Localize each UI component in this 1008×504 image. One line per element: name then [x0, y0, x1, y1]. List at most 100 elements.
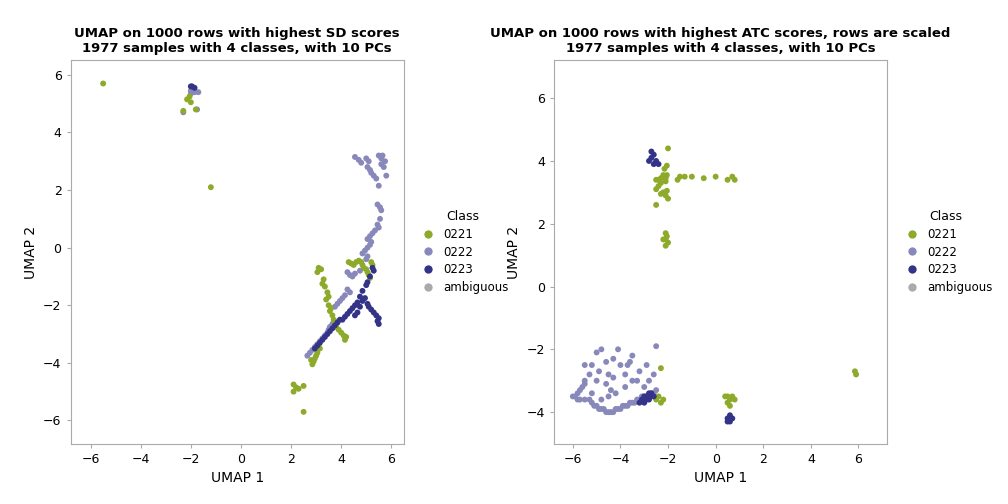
Point — [330, 319, 346, 327]
Point — [568, 393, 584, 401]
Point — [363, 258, 379, 266]
Point — [577, 396, 593, 404]
Point — [309, 349, 326, 357]
Point — [646, 151, 662, 159]
Point — [360, 300, 376, 308]
Point — [350, 298, 366, 306]
Point — [575, 383, 591, 391]
Point — [371, 182, 387, 190]
Point — [643, 148, 659, 156]
Point — [347, 311, 363, 320]
Point — [648, 201, 664, 209]
Point — [342, 307, 358, 315]
Point — [617, 383, 633, 391]
Point — [311, 337, 328, 345]
Point — [345, 304, 361, 312]
Point — [308, 352, 325, 360]
Point — [324, 304, 340, 312]
Point — [327, 320, 343, 328]
Point — [620, 402, 636, 410]
Point — [340, 268, 356, 276]
Point — [650, 160, 666, 168]
Point — [313, 265, 330, 273]
Point — [650, 182, 666, 190]
Point — [314, 336, 331, 344]
Point — [321, 326, 337, 334]
Point — [582, 396, 598, 404]
Point — [617, 370, 633, 379]
Point — [309, 342, 326, 350]
Point — [351, 257, 367, 265]
Point — [608, 405, 624, 413]
Point — [594, 405, 610, 413]
Point — [370, 201, 386, 209]
Point — [572, 386, 588, 394]
Point — [577, 376, 593, 385]
Point — [182, 90, 199, 98]
Title: UMAP on 1000 rows with highest ATC scores, rows are scaled
1977 samples with 4 c: UMAP on 1000 rows with highest ATC score… — [490, 27, 951, 55]
Point — [285, 388, 301, 396]
Point — [306, 343, 323, 351]
Point — [648, 342, 664, 350]
Point — [610, 345, 626, 353]
Point — [615, 402, 631, 410]
Point — [587, 402, 603, 410]
Point — [311, 339, 328, 347]
Point — [320, 288, 336, 296]
Point — [353, 258, 369, 266]
Point — [727, 176, 743, 184]
Point — [362, 232, 378, 240]
Point — [601, 408, 617, 416]
Point — [641, 389, 657, 397]
Point — [326, 316, 342, 324]
Point — [653, 399, 669, 407]
Point — [355, 287, 371, 295]
Point — [360, 278, 376, 286]
Point — [653, 179, 669, 187]
Point — [727, 396, 743, 404]
Point — [372, 203, 388, 211]
Y-axis label: UMAP 2: UMAP 2 — [507, 225, 521, 279]
Point — [646, 393, 662, 401]
Point — [372, 215, 388, 223]
Point — [589, 376, 605, 385]
Point — [598, 408, 614, 416]
Point — [617, 402, 633, 410]
Point — [365, 264, 381, 272]
Point — [636, 393, 652, 401]
Point — [631, 396, 647, 404]
Point — [185, 85, 202, 93]
Point — [657, 177, 673, 185]
Point — [605, 355, 621, 363]
Point — [669, 176, 685, 184]
Point — [317, 333, 333, 341]
Y-axis label: UMAP 2: UMAP 2 — [23, 225, 37, 279]
Point — [725, 414, 741, 422]
Point — [337, 336, 353, 344]
Point — [362, 166, 378, 174]
Point — [182, 98, 199, 106]
Point — [650, 176, 666, 184]
Point — [373, 160, 389, 168]
Point — [620, 361, 636, 369]
Point — [598, 380, 614, 388]
Point — [357, 294, 373, 302]
Point — [352, 303, 368, 311]
Point — [720, 414, 736, 422]
Point — [636, 399, 652, 407]
Point — [362, 273, 378, 281]
Point — [655, 396, 671, 404]
Point — [589, 348, 605, 356]
Point — [368, 174, 384, 182]
Point — [186, 88, 203, 96]
Point — [720, 393, 736, 401]
Point — [655, 235, 671, 243]
Point — [373, 206, 389, 214]
Point — [646, 160, 662, 168]
Point — [591, 367, 607, 375]
Point — [314, 280, 331, 288]
Point — [309, 340, 326, 348]
Point — [317, 283, 333, 291]
Point — [319, 295, 335, 303]
Point — [622, 358, 638, 366]
